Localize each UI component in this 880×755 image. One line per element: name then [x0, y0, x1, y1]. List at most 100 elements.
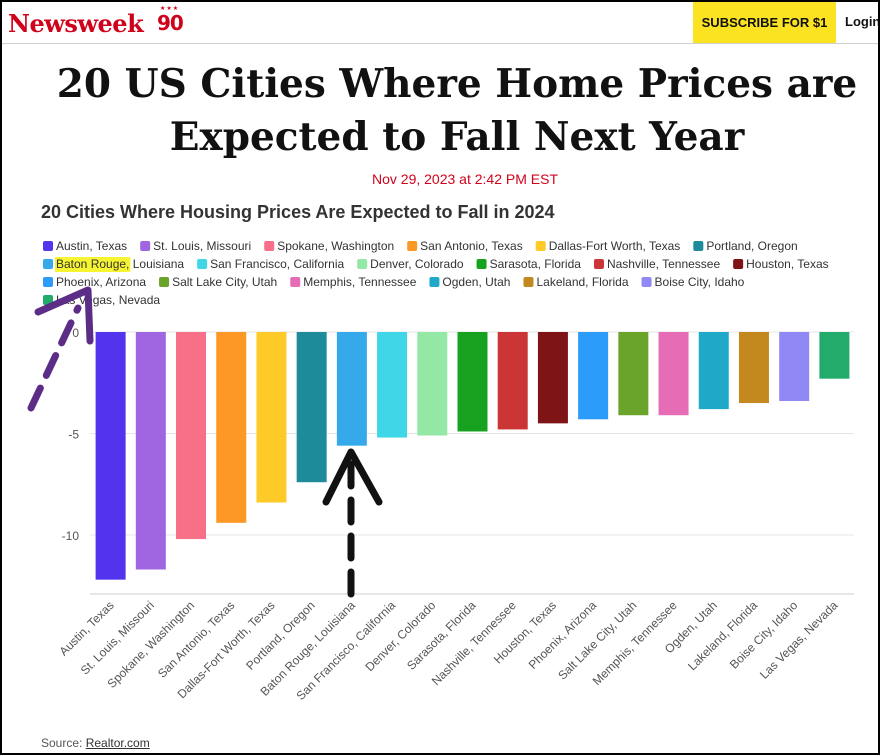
- black-arrow-annotation: [322, 448, 383, 598]
- legend-item-baton-rouge-louisiana[interactable]: Baton Rouge, Louisiana: [43, 257, 184, 272]
- bar-san-francisco-california: [377, 332, 408, 438]
- y-tick-label: -5: [68, 428, 79, 442]
- anniversary-badge: 90: [157, 11, 184, 35]
- legend-label: Denver, Colorado: [370, 257, 464, 271]
- x-tick-label: Boise City, Idaho: [727, 598, 801, 672]
- legend-label: St. Louis, Missouri: [153, 239, 251, 253]
- bar-boise-city-idaho: [779, 332, 810, 402]
- legend-swatch: [159, 277, 170, 287]
- site-header: Newsweek ★★★ 90 SUBSCRIBE FOR $1 Login: [2, 2, 878, 44]
- legend-item-denver-colorado[interactable]: Denver, Colorado: [357, 257, 464, 271]
- x-tick-label: Phoenix, Arizona: [526, 598, 600, 672]
- bar-nashville-tennessee: [497, 332, 528, 430]
- legend-swatch: [43, 241, 53, 251]
- legend-item-salt-lake-city-utah[interactable]: Salt Lake City, Utah: [159, 275, 277, 289]
- article-date: Nov 29, 2023 at 2:42 PM EST: [372, 171, 558, 187]
- legend-item-phoenix-arizona[interactable]: Phoenix, Arizona: [43, 275, 146, 289]
- legend-item-austin-texas[interactable]: Austin, Texas: [43, 239, 127, 253]
- bar-san-antonio-texas: [216, 332, 247, 523]
- headline-line-1: 20 US Cities Where Home Prices are: [56, 61, 858, 107]
- legend-label: Las Vegas, Nevada: [56, 293, 160, 307]
- y-tick-label: 0: [72, 326, 79, 340]
- chart-legend: Austin, Texas St. Louis, Missouri Spokane,…: [43, 239, 829, 307]
- legend-swatch: [641, 277, 652, 287]
- bar-salt-lake-city-utah: [618, 332, 649, 416]
- legend-label: Houston, Texas: [746, 257, 829, 271]
- legend-swatch: [407, 241, 418, 251]
- legend-swatch: [523, 277, 534, 287]
- legend-item-san-antonio-texas[interactable]: San Antonio, Texas: [407, 239, 523, 253]
- purple-arrow-head: [34, 286, 94, 345]
- x-tick-label: St. Louis, Missouri: [78, 598, 157, 677]
- x-tick-label: Denver, Colorado: [362, 598, 438, 674]
- legend-item-spokane-washington[interactable]: Spokane, Washington: [264, 239, 394, 253]
- legend-label: Baton Rouge, Louisiana: [56, 257, 184, 271]
- legend-swatch: [357, 259, 368, 269]
- bar-phoenix-arizona: [578, 332, 609, 420]
- y-tick-label: -10: [62, 529, 80, 543]
- subscribe-button[interactable]: SUBSCRIBE FOR $1: [693, 2, 836, 43]
- bar-las-vegas-nevada: [819, 332, 850, 379]
- legend-swatch: [140, 241, 151, 251]
- legend-swatch: [535, 241, 546, 251]
- legend-item-ogden-utah[interactable]: Ogden, Utah: [429, 275, 510, 289]
- article-headline: 20 US Cities Where Home Prices are Expec…: [22, 58, 878, 164]
- chart-bars: [95, 332, 850, 580]
- purple-arrow-annotation: [27, 286, 94, 412]
- purple-arrow-shaft: [27, 304, 82, 412]
- legend-highlight: [55, 257, 131, 272]
- chart-source: Source: Realtor.com: [41, 736, 150, 750]
- legend-item-houston-texas[interactable]: Houston, Texas: [733, 257, 829, 271]
- legend-swatch: [290, 277, 301, 287]
- source-prefix: Source:: [41, 736, 83, 750]
- legend-label: Ogden, Utah: [442, 275, 510, 289]
- legend-label: Sarasota, Florida: [490, 257, 582, 271]
- legend-item-lakeland-florida[interactable]: Lakeland, Florida: [523, 275, 629, 289]
- chart-title: 20 Cities Where Housing Prices Are Expec…: [41, 202, 555, 222]
- bar-st-louis-missouri: [135, 332, 166, 570]
- legend-label: Austin, Texas: [56, 239, 127, 253]
- legend-item-dallas-fort-worth-texas[interactable]: Dallas-Fort Worth, Texas: [535, 239, 681, 253]
- legend-label: Portland, Oregon: [706, 239, 797, 253]
- x-tick-label: Sarasota, Florida: [404, 598, 479, 673]
- bar-houston-texas: [537, 332, 568, 424]
- legend-swatch: [593, 259, 604, 269]
- legend-label: Spokane, Washington: [277, 239, 394, 253]
- legend-item-nashville-tennessee[interactable]: Nashville, Tennessee: [593, 257, 721, 271]
- legend-item-boise-city-idaho[interactable]: Boise City, Idaho: [641, 275, 745, 289]
- legend-item-sarasota-florida[interactable]: Sarasota, Florida: [476, 257, 582, 271]
- legend-swatch: [693, 241, 704, 251]
- legend-label: San Francisco, California: [210, 257, 344, 271]
- x-tick-label: Lakeland, Florida: [685, 598, 760, 673]
- bar-portland-oregon: [296, 332, 327, 483]
- legend-label: Boise City, Idaho: [655, 275, 745, 289]
- legend-swatch: [476, 259, 487, 269]
- legend-swatch: [264, 241, 275, 251]
- bar-lakeland-florida: [738, 332, 769, 404]
- legend-item-st-louis-missouri[interactable]: St. Louis, Missouri: [140, 239, 251, 253]
- legend-item-san-francisco-california[interactable]: San Francisco, California: [197, 257, 344, 271]
- legend-item-las-vegas-nevada[interactable]: Las Vegas, Nevada: [43, 293, 160, 307]
- anniversary-stars-icon: ★★★: [160, 6, 180, 12]
- bar-baton-rouge-louisiana: [336, 332, 367, 446]
- source-link[interactable]: Realtor.com: [85, 736, 150, 750]
- x-tick-label: Portland, Oregon: [243, 598, 318, 673]
- legend-swatch: [43, 277, 53, 287]
- legend-label: Memphis, Tennessee: [303, 275, 417, 289]
- legend-swatch: [197, 259, 208, 269]
- headline-line-2: Expected to Fall Next Year: [169, 114, 745, 160]
- login-link[interactable]: Login: [845, 14, 880, 29]
- black-arrow-head: [322, 448, 383, 506]
- legend-label: Lakeland, Florida: [536, 275, 628, 289]
- newsweek-logo[interactable]: Newsweek: [8, 9, 144, 38]
- legend-item-portland-oregon[interactable]: Portland, Oregon: [693, 239, 798, 253]
- legend-label: Phoenix, Arizona: [56, 275, 146, 289]
- bar-austin-texas: [95, 332, 126, 580]
- x-tick-label: Las Vegas, Nevada: [757, 598, 841, 682]
- bar-dallas-fort-worth-texas: [256, 332, 287, 503]
- bar-denver-colorado: [417, 332, 448, 436]
- legend-item-memphis-tennessee[interactable]: Memphis, Tennessee: [290, 275, 417, 289]
